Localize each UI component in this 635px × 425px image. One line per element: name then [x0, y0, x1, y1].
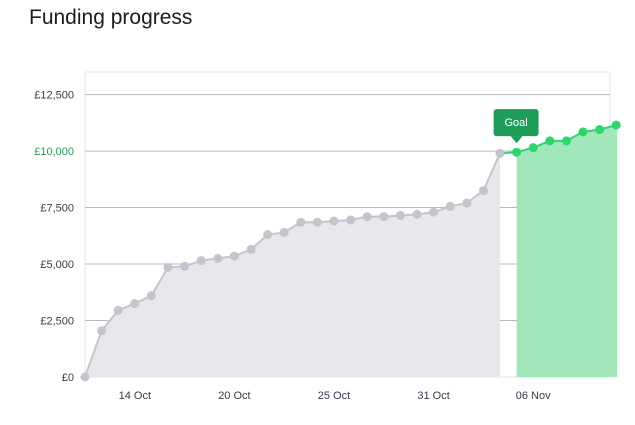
y-tick-label: £7,500 — [40, 203, 74, 215]
x-tick-label: 31 Oct — [417, 390, 449, 402]
data-point — [180, 261, 190, 271]
x-tick-label: 14 Oct — [119, 390, 151, 402]
data-point — [445, 201, 455, 211]
data-point — [329, 216, 339, 226]
data-point — [196, 256, 206, 266]
goal-data-point — [512, 147, 522, 157]
post-goal-area — [516, 125, 618, 377]
goal-data-point — [545, 136, 555, 146]
data-point — [263, 230, 273, 240]
goal-marker: Goal — [493, 109, 539, 144]
data-point — [462, 198, 472, 208]
data-point — [113, 305, 123, 315]
page-title: Funding progress — [29, 6, 193, 29]
data-point — [478, 186, 488, 196]
chart-areas — [85, 125, 618, 377]
data-point — [80, 372, 90, 382]
y-tick-label: £10,000 — [34, 146, 74, 158]
goal-data-point — [611, 120, 621, 130]
data-point — [346, 215, 356, 225]
data-point — [213, 253, 223, 263]
y-tick-label: £5,000 — [40, 259, 74, 271]
data-point — [429, 207, 439, 217]
data-point — [279, 227, 289, 237]
data-point — [163, 262, 173, 272]
goal-data-point — [561, 136, 571, 146]
data-point — [97, 326, 107, 336]
data-point — [296, 217, 306, 227]
data-point — [395, 210, 405, 220]
pre-goal-area — [85, 153, 500, 377]
data-point — [412, 209, 422, 219]
x-tick-label: 20 Oct — [218, 390, 250, 402]
data-point — [229, 251, 239, 261]
goal-badge-pointer — [510, 136, 523, 144]
y-tick-label: £12,500 — [34, 90, 74, 102]
y-tick-label: £2,500 — [40, 316, 74, 328]
data-point — [362, 212, 372, 222]
goal-label: Goal — [504, 117, 527, 129]
data-point — [130, 299, 140, 309]
data-point — [146, 291, 156, 301]
chart-points — [80, 120, 621, 382]
data-point — [246, 244, 256, 254]
data-point — [312, 217, 322, 227]
goal-data-point — [595, 125, 605, 135]
x-tick-label: 06 Nov — [516, 390, 551, 402]
data-point — [495, 148, 505, 158]
goal-badge — [493, 109, 539, 137]
data-point — [379, 212, 389, 222]
x-tick-label: 25 Oct — [318, 390, 350, 402]
goal-data-point — [528, 143, 538, 153]
y-tick-label: £0 — [62, 372, 74, 384]
x-axis-ticks: 14 Oct 20 Oct 25 Oct 31 Oct 06 Nov — [119, 390, 552, 402]
goal-data-point — [578, 127, 588, 137]
y-axis-ticks: £0 £2,500 £5,000 £7,500 £10,000 £12,500 — [34, 90, 74, 384]
